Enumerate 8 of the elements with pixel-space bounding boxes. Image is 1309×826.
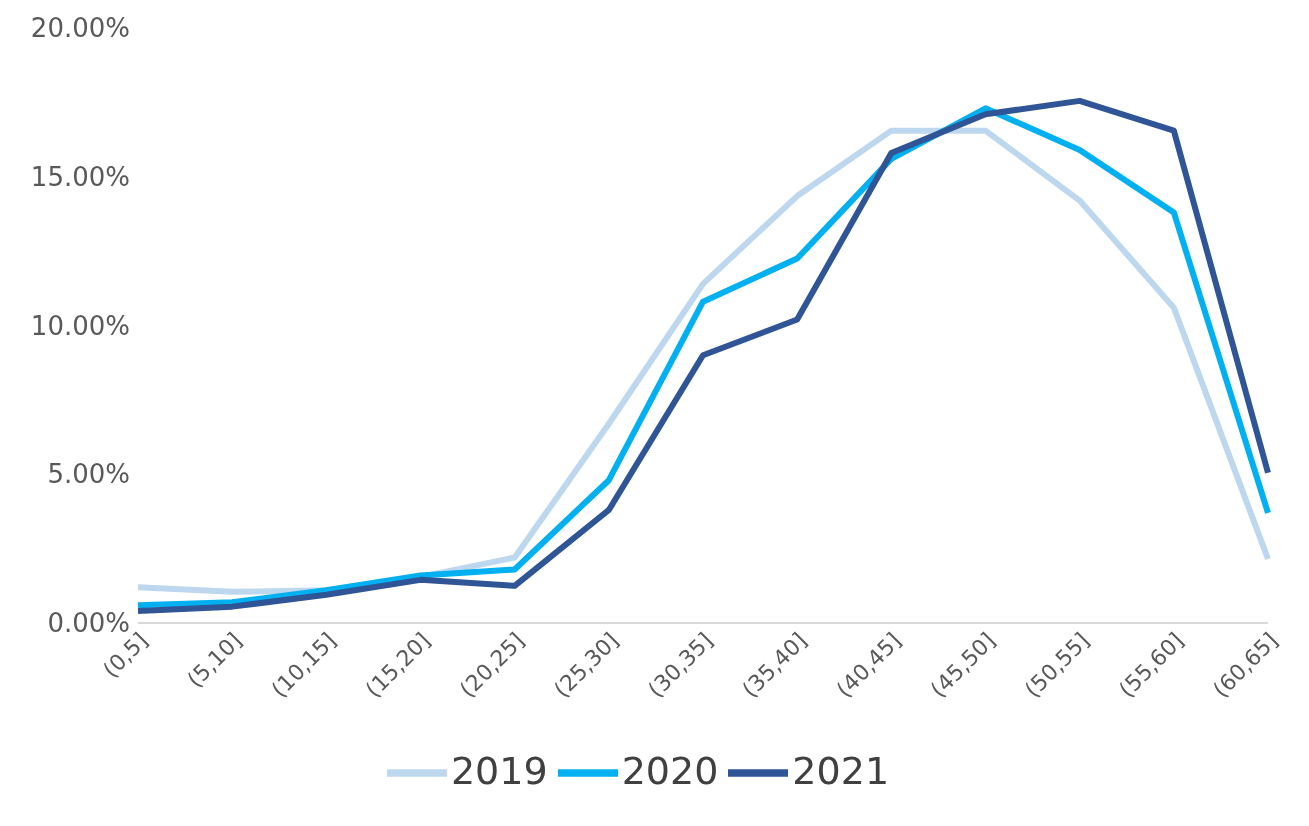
legend-label: 2021 (792, 748, 890, 793)
y-tick-label: 5.00% (47, 459, 130, 490)
y-tick-label: 0.00% (47, 608, 130, 639)
y-tick-label: 15.00% (30, 161, 130, 192)
y-tick-label: 20.00% (30, 13, 130, 44)
y-tick-label: 10.00% (30, 310, 130, 341)
legend-label: 2020 (621, 748, 719, 793)
legend-label: 2019 (450, 748, 548, 793)
